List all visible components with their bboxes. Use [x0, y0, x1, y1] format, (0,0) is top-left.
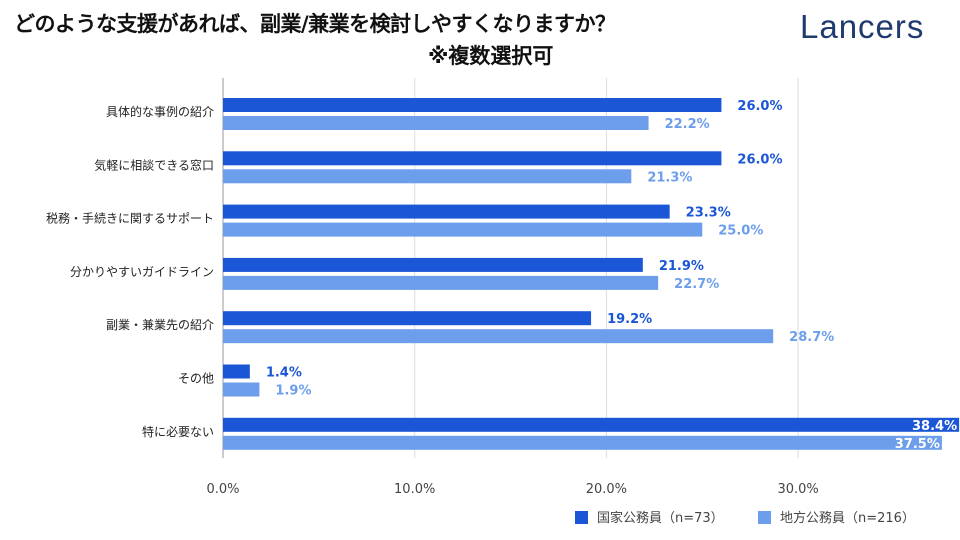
chart-title: どのような支援があれば、副業/兼業を検討しやすくなりますか？	[14, 12, 616, 36]
bar	[223, 222, 703, 237]
category-label: 副業・兼業先の紹介	[106, 318, 214, 332]
bar	[223, 364, 250, 379]
chart-subtitle: ※複数選択可	[428, 44, 554, 68]
category-label: 気軽に相談できる窓口	[94, 157, 214, 172]
bar	[223, 417, 960, 432]
x-tick-label: 30.0%	[777, 482, 818, 497]
data-label: 28.7%	[789, 330, 834, 345]
category-label: 特に必要ない	[142, 424, 214, 439]
data-label: 26.0%	[737, 152, 782, 167]
bar	[223, 169, 632, 184]
bar	[223, 382, 260, 397]
x-tick-label: 10.0%	[394, 482, 435, 497]
bar	[223, 311, 592, 326]
lancers-logo: Lancers	[800, 8, 925, 45]
x-tick-label: 0.0%	[206, 482, 239, 497]
category-label: 分かりやすいガイドライン	[70, 265, 214, 279]
bar	[223, 329, 774, 344]
data-label: 19.2%	[607, 312, 652, 327]
data-label: 37.5%	[895, 437, 940, 452]
data-label: 22.2%	[665, 117, 710, 132]
data-label: 26.0%	[737, 99, 782, 114]
legend-swatch	[758, 511, 771, 524]
bar	[223, 98, 722, 112]
category-label: 税務・手続きに関するサポート	[46, 212, 214, 226]
data-label: 1.4%	[266, 366, 302, 381]
bar	[223, 151, 722, 166]
bar	[223, 204, 670, 219]
legend-label: 地方公務員（n=216）	[780, 510, 915, 526]
data-label: 25.0%	[718, 224, 763, 239]
x-tick-label: 20.0%	[586, 482, 627, 497]
data-label: 21.3%	[647, 170, 692, 185]
bar	[223, 257, 643, 272]
legend-label: 国家公務員（n=73）	[597, 510, 724, 526]
data-label: 21.9%	[659, 259, 704, 274]
category-label: 具体的な事例の紹介	[106, 104, 214, 119]
data-label: 23.3%	[686, 206, 731, 221]
bar	[223, 116, 649, 130]
legend-swatch	[575, 511, 588, 524]
data-label: 38.4%	[912, 419, 957, 434]
data-label: 1.9%	[275, 384, 311, 399]
bar	[223, 435, 942, 450]
category-label: その他	[178, 372, 214, 386]
data-label: 22.7%	[674, 277, 719, 292]
bar	[223, 275, 659, 290]
